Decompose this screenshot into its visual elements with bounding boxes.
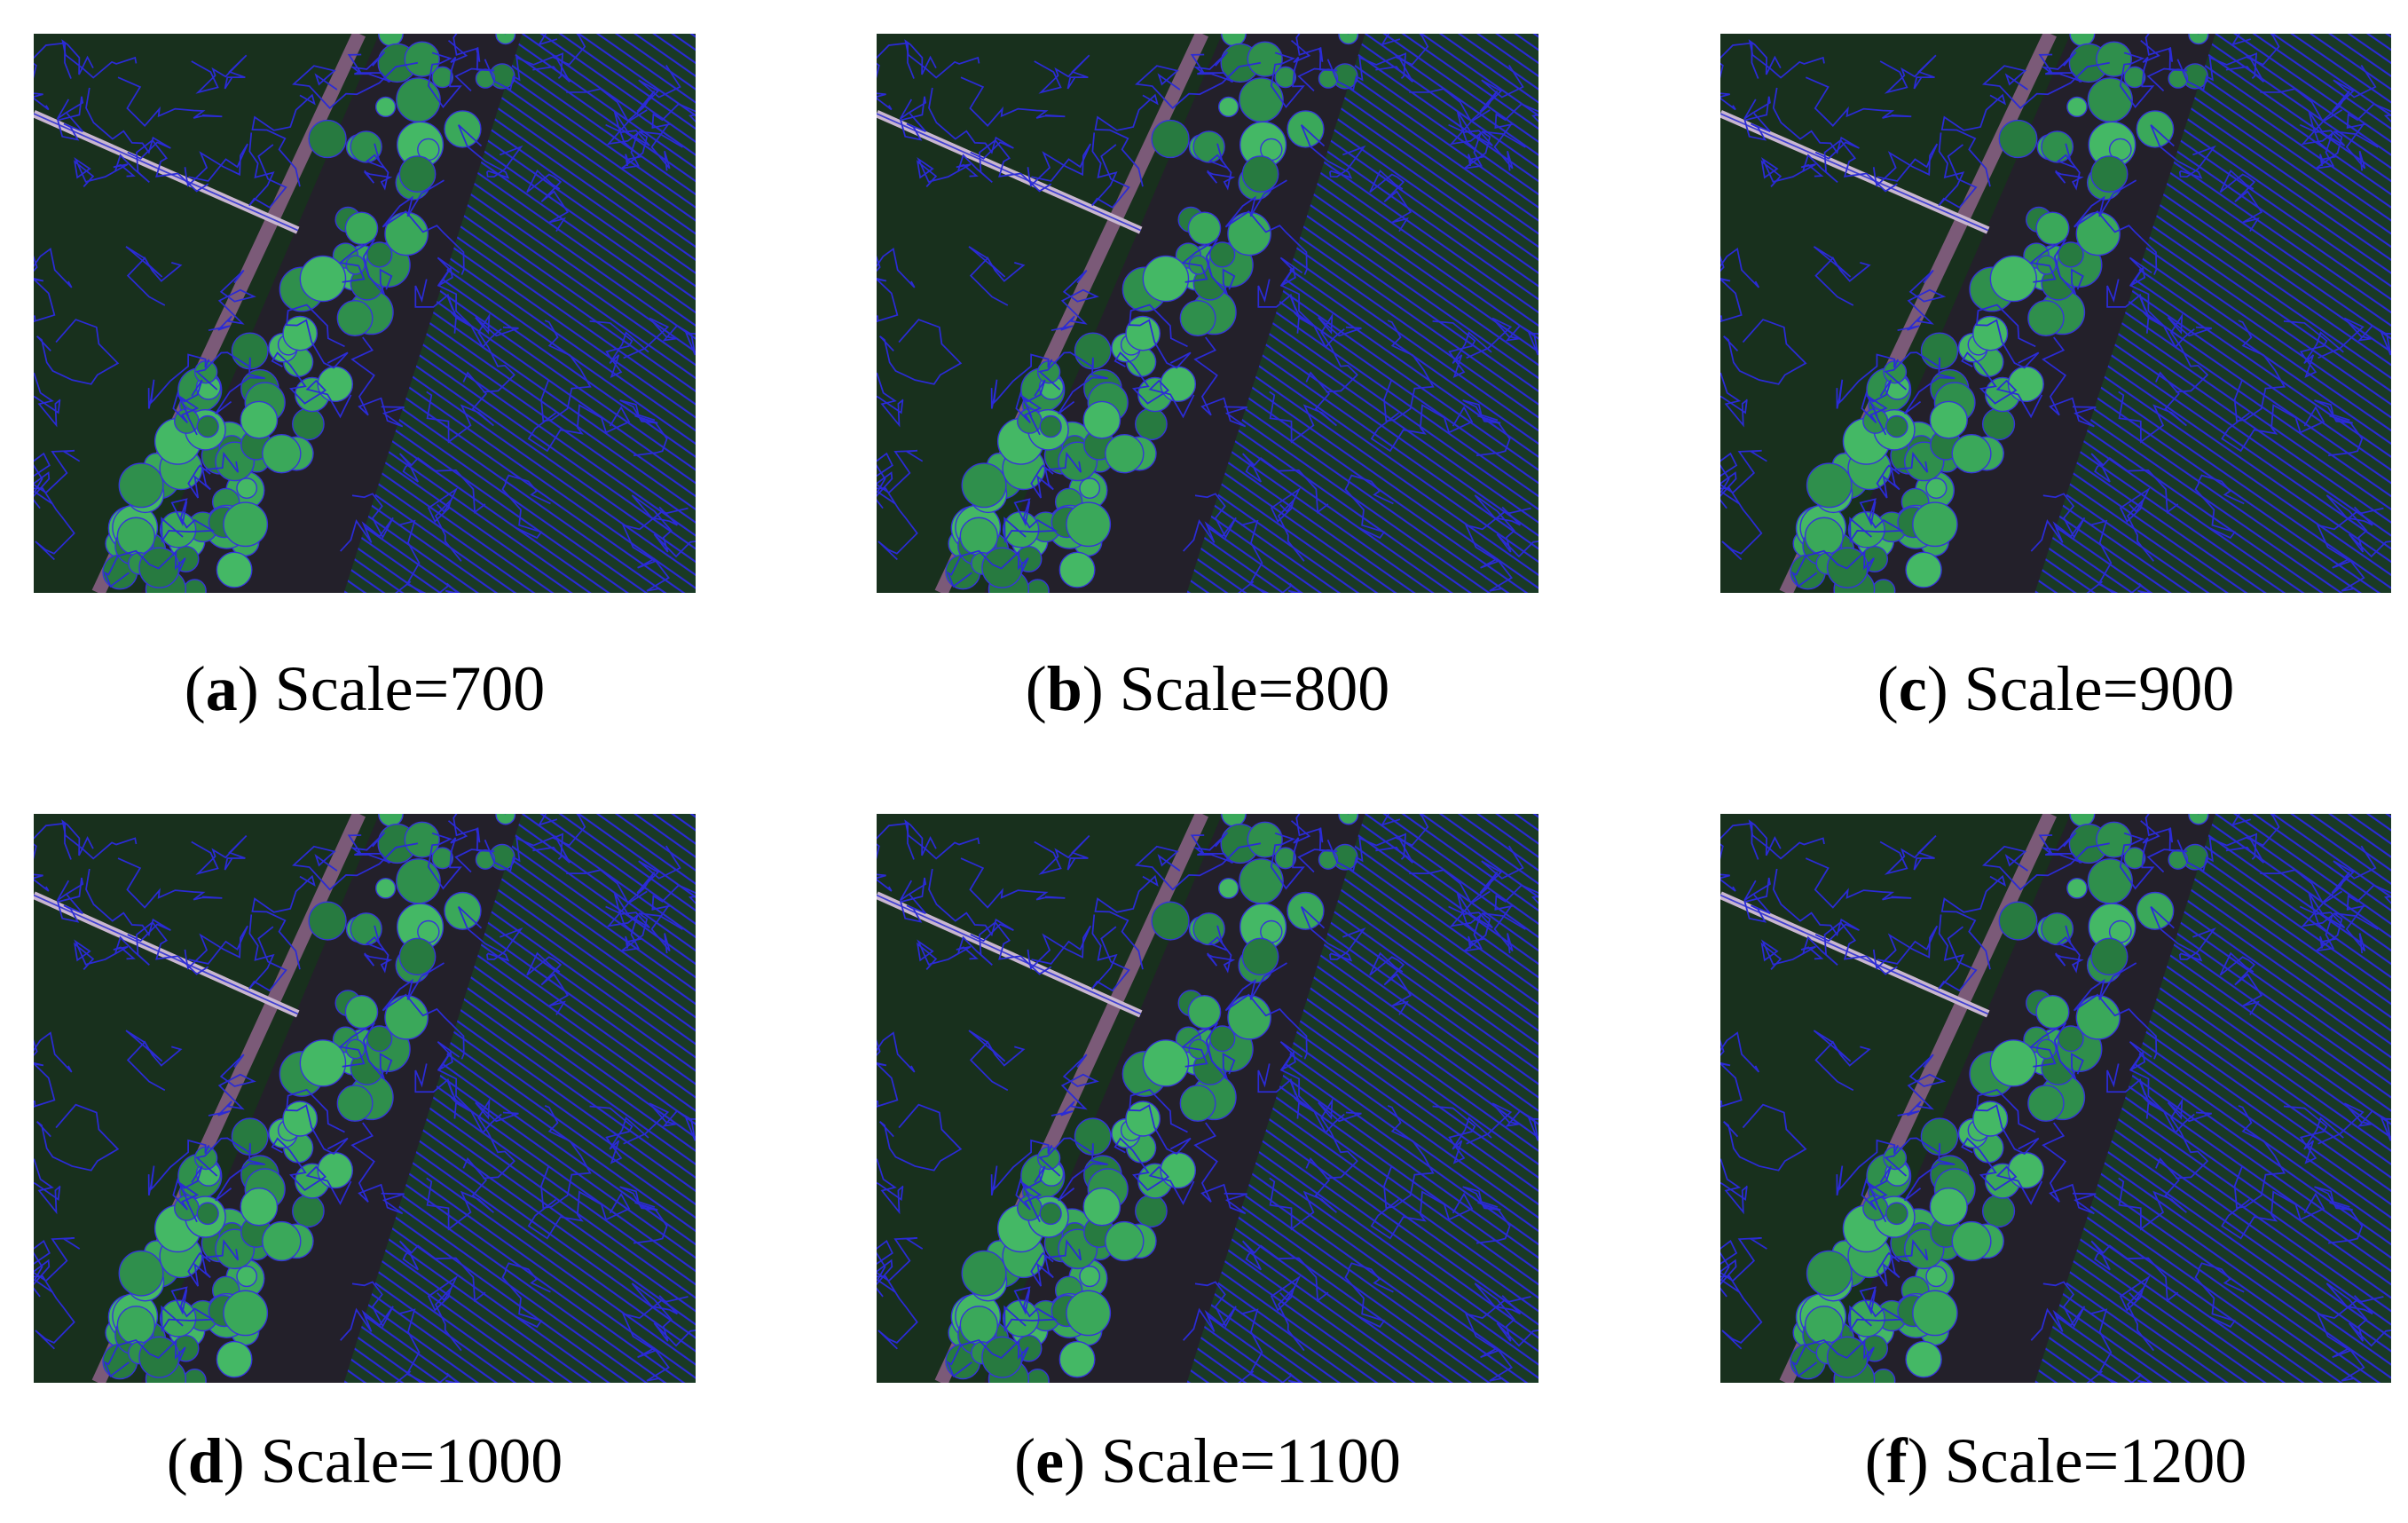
caption: (f) Scale=1200 [1719, 1424, 2393, 1498]
segmentation-image [877, 814, 1538, 1383]
caption-letter: b [1046, 653, 1082, 724]
caption: (c) Scale=900 [1719, 652, 2393, 726]
image [34, 34, 696, 593]
image [877, 814, 1538, 1383]
caption-letter: f [1885, 1425, 1908, 1496]
caption-open: ( [1864, 1425, 1886, 1496]
segmentation-image [877, 34, 1538, 593]
caption-letter: a [205, 653, 238, 724]
panel-image [1720, 34, 2391, 593]
caption-text: ) Scale=900 [1926, 653, 2235, 724]
image [34, 814, 696, 1383]
caption-open: ( [166, 1425, 188, 1496]
caption-text: ) Scale=800 [1082, 653, 1390, 724]
image [1720, 34, 2391, 593]
caption-text: ) Scale=1000 [223, 1425, 563, 1496]
panel-image [34, 814, 696, 1383]
caption: (d) Scale=1000 [28, 1424, 702, 1498]
caption-open: ( [1877, 653, 1899, 724]
caption-open: ( [184, 653, 206, 724]
segmentation-image [34, 34, 696, 593]
caption-text: ) Scale=700 [237, 653, 546, 724]
caption-text: ) Scale=1200 [1907, 1425, 2247, 1496]
caption-letter: e [1035, 1425, 1065, 1496]
caption-open: ( [1014, 1425, 1036, 1496]
caption: (e) Scale=1100 [870, 1424, 1545, 1498]
panel-image [34, 34, 696, 593]
panel-image [1720, 814, 2391, 1383]
caption: (b) Scale=800 [870, 652, 1545, 726]
caption-open: ( [1025, 653, 1047, 724]
caption-letter: d [187, 1425, 224, 1496]
caption-letter: c [1898, 653, 1927, 724]
panel-image [877, 34, 1538, 593]
caption: (a) Scale=700 [28, 652, 702, 726]
segmentation-image [1720, 34, 2391, 593]
image [1720, 814, 2391, 1383]
image [877, 34, 1538, 593]
panel-image [877, 814, 1538, 1383]
segmentation-image [34, 814, 696, 1383]
segmentation-image [1720, 814, 2391, 1383]
caption-text: ) Scale=1100 [1064, 1425, 1401, 1496]
